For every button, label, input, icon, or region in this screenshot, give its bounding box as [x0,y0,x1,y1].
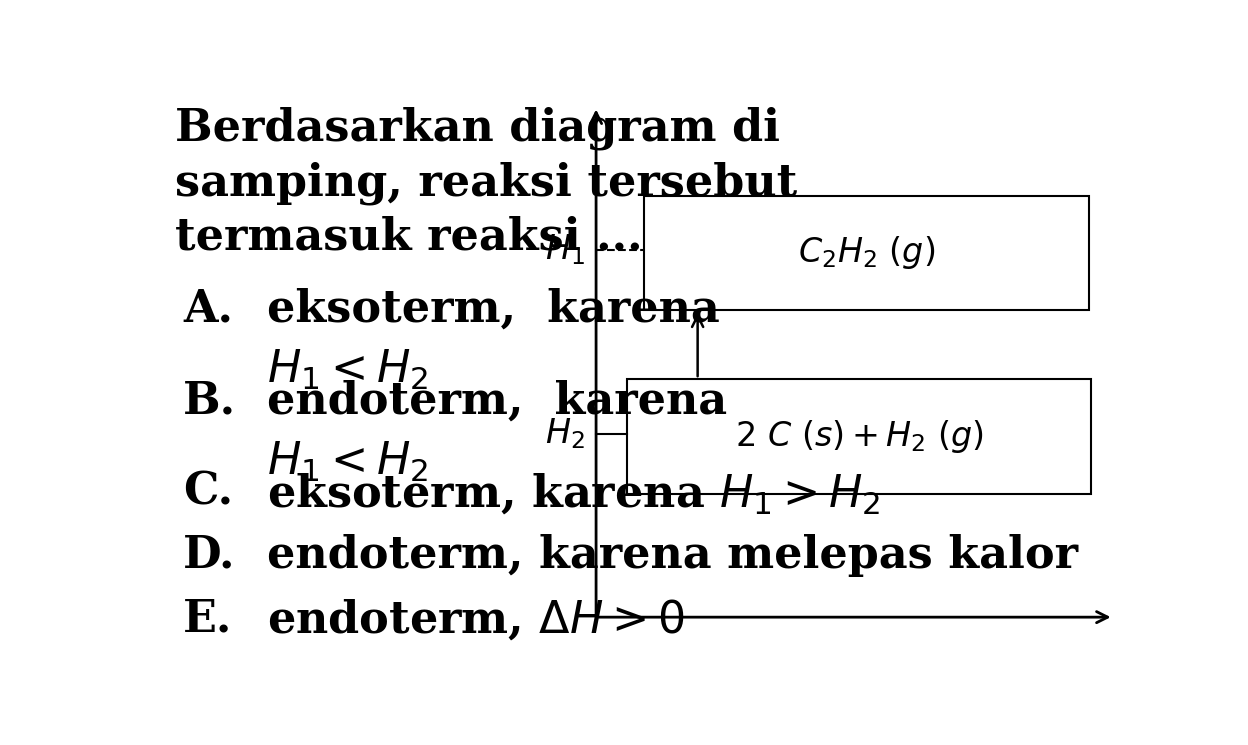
Text: endoterm, $\Delta H > 0$: endoterm, $\Delta H > 0$ [267,597,685,642]
Text: termasuk reaksi ...: termasuk reaksi ... [175,215,643,259]
Text: E.: E. [183,597,232,640]
Text: eksoterm,  karena: eksoterm, karena [267,288,720,330]
Text: endoterm,  karena: endoterm, karena [267,379,728,422]
Text: B.: B. [183,379,236,422]
Text: $2\ C\ (s) + H_2\ (g)$: $2\ C\ (s) + H_2\ (g)$ [735,418,983,455]
Text: $H_1 < H_2$: $H_1 < H_2$ [267,440,428,484]
Text: D.: D. [183,534,236,577]
Text: $C_2H_2\ (g)$: $C_2H_2\ (g)$ [799,235,936,271]
Text: $H_1$: $H_1$ [544,232,584,267]
Text: $H_1 < H_2$: $H_1 < H_2$ [267,347,428,392]
Text: eksoterm, karena $H_1 > H_2$: eksoterm, karena $H_1 > H_2$ [267,471,881,516]
Text: C.: C. [183,471,233,514]
Text: Berdasarkan diagram di: Berdasarkan diagram di [175,107,780,150]
Text: endoterm, karena melepas kalor: endoterm, karena melepas kalor [267,534,1078,577]
Text: samping, reaksi tersebut: samping, reaksi tersebut [175,161,797,205]
Text: $H_2$: $H_2$ [544,416,584,451]
Text: A.: A. [183,288,233,330]
